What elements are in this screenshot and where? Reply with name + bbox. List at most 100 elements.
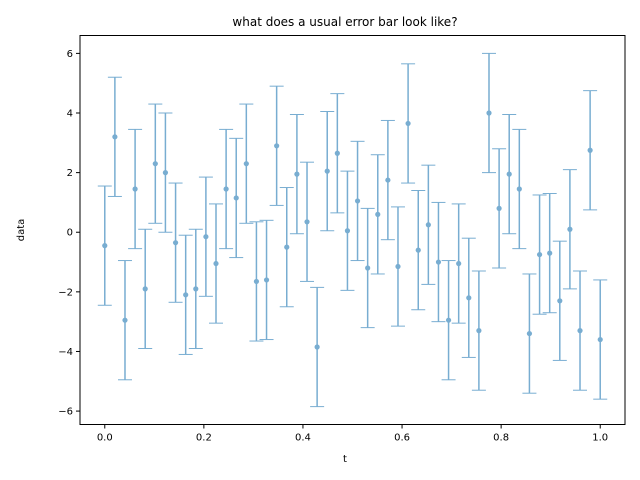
point-marker [486,110,492,116]
data-point-29 [390,206,405,327]
data-point-22 [320,111,335,232]
point-marker [112,134,118,140]
point-marker [142,286,148,292]
point-marker [354,198,361,204]
data-point-11 [209,203,224,324]
point-marker [132,186,138,192]
data-point-0 [97,185,112,306]
point-marker [233,195,239,201]
point-marker [344,228,351,234]
point-marker [203,234,209,240]
data-point-16 [259,219,274,341]
data-point-34 [441,260,456,381]
point-marker [284,244,290,250]
x-tick-label: 0.8 [493,433,509,444]
point-marker [496,205,502,211]
point-marker [506,171,512,177]
point-marker [587,147,593,153]
point-marker [152,161,158,167]
point-marker [294,171,300,177]
point-marker [193,286,199,292]
y-axis: −6 −4 −2 0 2 4 6 [58,49,80,418]
data-point-3 [128,128,143,250]
point-marker [516,186,522,192]
x-tick-label: 1.0 [592,433,608,444]
data-point-24 [340,170,355,291]
data-point-7 [168,182,183,303]
data-point-23 [330,93,345,214]
data-point-18 [279,187,294,308]
point-marker [253,278,260,285]
data-point-28 [380,119,395,241]
data-point-37 [471,270,486,391]
point-marker [456,260,462,267]
data-point-19 [289,113,304,235]
data-point-26 [360,207,375,329]
x-tick-label: 0.2 [196,433,212,444]
data-point-48 [583,90,598,211]
data-point-25 [350,140,365,262]
point-marker [476,328,482,334]
point-marker [435,259,442,265]
point-marker [263,277,270,283]
data-point-12 [219,128,234,250]
data-point-9 [188,228,203,349]
y-tick-label: 4 [67,109,73,120]
data-point-14 [239,103,254,224]
point-marker [213,260,219,267]
data-point-32 [421,164,436,285]
data-point-41 [512,128,527,250]
y-tick-label: −4 [58,347,73,358]
data-point-8 [178,234,193,355]
data-point-17 [269,85,284,206]
data-point-15 [249,221,264,342]
data-point-27 [370,154,385,275]
data-point-20 [300,161,315,282]
chart-title: what does a usual error bar look like? [232,15,457,29]
point-marker [243,161,249,167]
point-marker [314,344,320,350]
data-point-1 [107,76,122,197]
y-tick-label: −2 [58,287,73,298]
x-tick-label: 0.0 [97,433,113,444]
point-marker [597,336,603,343]
y-tick-label: −6 [58,407,73,418]
point-marker [334,150,340,156]
data-point-46 [562,169,577,290]
point-marker [415,247,421,253]
point-marker [577,328,583,334]
data-point-2 [117,260,132,381]
data-point-31 [411,190,426,311]
y-tick-label: 6 [67,49,73,60]
point-marker [405,120,411,127]
point-marker [223,186,229,192]
x-axis: 0.0 0.2 0.4 0.6 0.8 1.0 [97,424,608,444]
data-point-10 [198,176,213,297]
point-marker [425,222,431,228]
data-point-44 [542,192,557,314]
point-marker [567,226,573,232]
data-point-39 [492,148,507,269]
y-tick-label: 0 [67,228,73,239]
data-point-21 [310,286,325,408]
y-tick-label: 2 [67,168,73,179]
point-marker [365,265,371,271]
data-point-35 [451,203,466,324]
point-marker [375,211,381,217]
data-point-4 [138,228,153,349]
data-point-5 [148,103,163,224]
point-marker [274,143,280,149]
point-marker [395,263,401,270]
x-tick-label: 0.4 [295,433,311,444]
point-marker [122,317,128,323]
point-marker [172,240,179,246]
point-marker [304,219,310,225]
point-marker [536,251,543,258]
x-tick-label: 0.6 [394,433,410,444]
point-marker [162,170,169,176]
x-axis-label: t [343,454,347,465]
point-marker [526,330,533,337]
point-marker [557,298,563,304]
